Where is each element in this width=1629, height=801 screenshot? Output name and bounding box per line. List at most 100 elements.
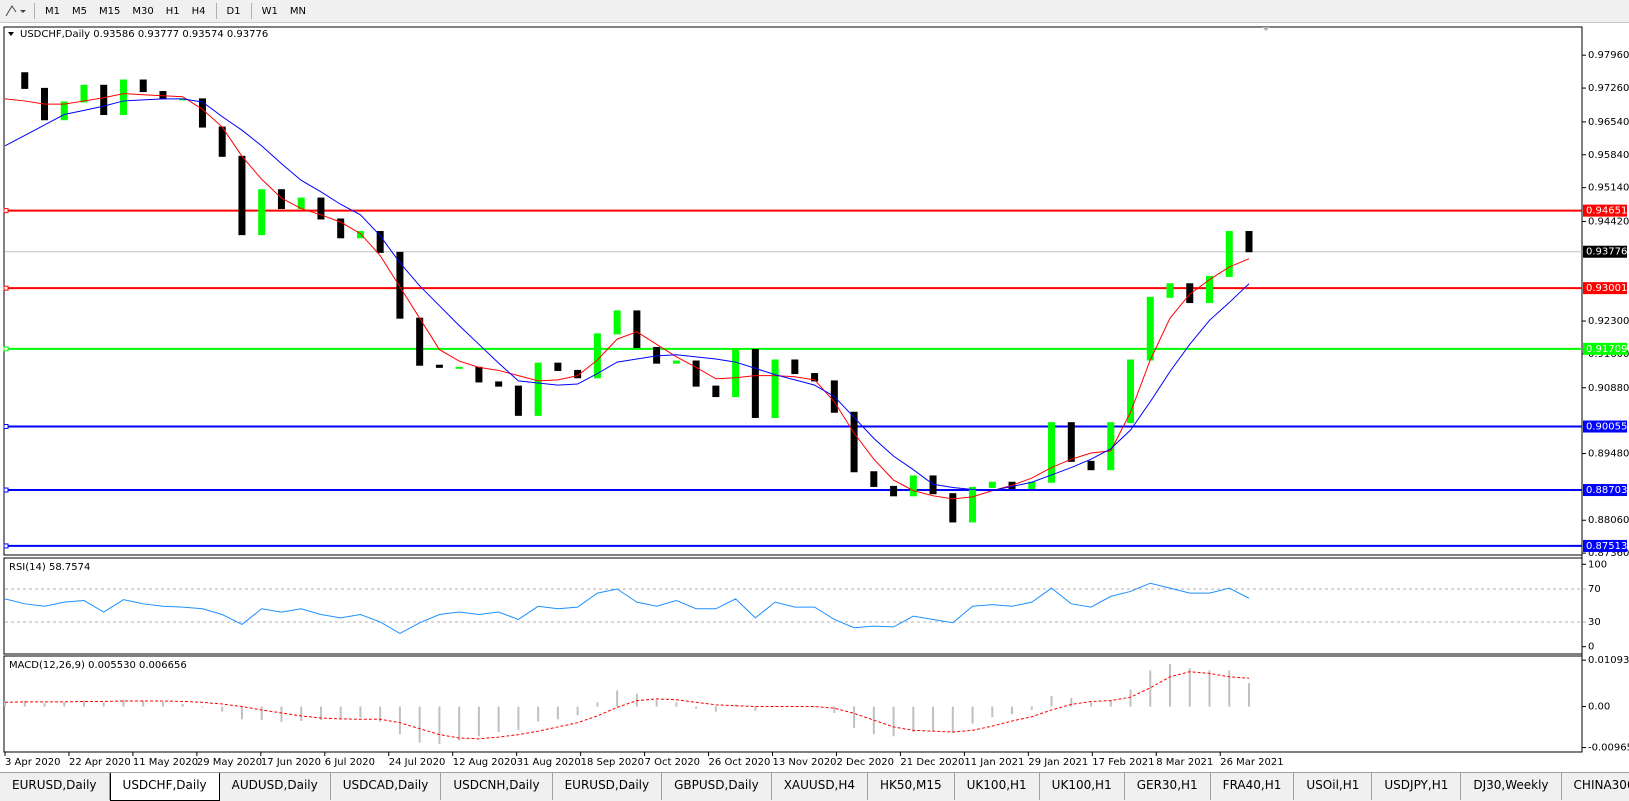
x-tick-label: 12 Aug 2020 [453, 757, 517, 768]
candle [1127, 359, 1135, 424]
macd-bar [63, 702, 66, 707]
macd-bar [793, 706, 796, 708]
x-tick-label: 18 Sep 2020 [581, 757, 644, 768]
timeframe-button[interactable]: H1 [165, 5, 180, 17]
candle [376, 231, 384, 253]
chart: USDCHF,Daily 0.93586 0.93777 0.93574 0.9… [3, 26, 1629, 768]
candle [60, 101, 68, 121]
level-label-box [1583, 204, 1627, 217]
timeframe-button[interactable]: M30 [132, 5, 154, 17]
chart-tab[interactable]: EURUSD,Daily [0, 773, 110, 800]
level-label-box [1583, 420, 1627, 433]
candle [534, 362, 542, 416]
macd-bar [912, 706, 915, 733]
candle [811, 373, 819, 382]
macd-bar [971, 706, 974, 724]
macd-bar [240, 706, 243, 720]
y-tick-label: 0.87360 [1588, 548, 1629, 559]
macd-bar [1228, 670, 1231, 707]
candle [198, 98, 206, 128]
timeframe-button[interactable]: MN [289, 5, 306, 17]
macd-bar [1129, 689, 1132, 707]
candle [416, 317, 424, 366]
timeframe-button[interactable]: D1 [226, 5, 241, 17]
x-tick-label: 17 Jun 2020 [261, 757, 321, 768]
macd-bar [221, 706, 224, 712]
candle [712, 385, 720, 398]
macd-bar [1011, 706, 1014, 715]
macd-bar [300, 706, 303, 721]
level-label: 0.90055 [1586, 422, 1627, 433]
chart-tab[interactable]: AUDUSD,Daily [220, 773, 331, 800]
chart-tab[interactable]: GBPUSD,Daily [662, 773, 772, 800]
macd-bar [1248, 683, 1250, 707]
macd-bar [497, 706, 500, 733]
separator [34, 3, 35, 19]
macd-bar [201, 706, 204, 708]
chart-tab[interactable]: USDJPY,H1 [1372, 773, 1462, 800]
macd-bar [1070, 698, 1073, 707]
macd-bar [339, 706, 342, 720]
macd-bar [714, 706, 717, 712]
candle [1146, 296, 1154, 361]
chart-tab[interactable]: USOil,H1 [1294, 773, 1373, 800]
candle [969, 486, 977, 523]
timeframe-button[interactable]: M1 [45, 5, 60, 17]
macd-bar [260, 706, 263, 721]
x-tick-label: 11 Jan 2021 [964, 757, 1024, 768]
macd-bar [438, 706, 441, 744]
chart-tab[interactable]: HK50,M15 [868, 773, 955, 800]
x-tick-label: 7 Oct 2020 [645, 757, 700, 768]
candle [988, 481, 996, 488]
candle [119, 79, 127, 116]
toolbar-icon [5, 5, 26, 17]
x-tick-label: 6 Jul 2020 [325, 757, 375, 768]
timeframe-button[interactable]: M5 [72, 5, 87, 17]
x-tick-label: 3 Apr 2020 [5, 757, 60, 768]
timeframe-button[interactable]: H4 [191, 5, 206, 17]
level-handle [3, 424, 9, 430]
level-label-box [1583, 342, 1627, 355]
timeframe-button[interactable]: M15 [99, 5, 121, 17]
macd-bar [1090, 702, 1093, 707]
candle [100, 84, 108, 116]
chart-tab[interactable]: USDCHF,Daily [109, 773, 220, 801]
chart-tab[interactable]: EURUSD,Daily [553, 773, 663, 800]
level-handle [3, 285, 9, 291]
level-label: 0.94651 [1586, 206, 1627, 217]
chart-tab[interactable]: UK100,H1 [1040, 773, 1125, 800]
macd-bar [102, 702, 105, 707]
macd-bar [754, 706, 757, 711]
last-price-box [1583, 245, 1627, 258]
candle [732, 349, 740, 398]
rsi-tick-label: 30 [1588, 617, 1601, 628]
macd-bar [1169, 664, 1172, 707]
candle [1087, 460, 1095, 471]
x-tick-label: 31 Aug 2020 [517, 757, 581, 768]
main-panel [3, 26, 1583, 556]
candle [771, 359, 779, 418]
chart-tab[interactable]: FRA40,H1 [1211, 773, 1295, 800]
title-arrow [8, 32, 14, 36]
y-tick-label: 0.88060 [1588, 515, 1629, 526]
macd-tick-label: 0.00 [1588, 702, 1610, 713]
x-tick-label: 21 Dec 2020 [900, 757, 964, 768]
chart-tab[interactable]: USDCAD,Daily [331, 773, 442, 800]
chart-tab[interactable]: CHINA300,H1 [1562, 773, 1629, 800]
candle [593, 333, 601, 379]
macd-bar [813, 706, 816, 708]
separator [250, 3, 252, 19]
x-tick-label: 17 Feb 2021 [1092, 757, 1154, 768]
chart-tab[interactable]: GER30,H1 [1125, 773, 1211, 800]
chart-tab[interactable]: DJ30,Weekly [1461, 773, 1562, 800]
macd-tick-label: 0.010933 [1588, 655, 1629, 666]
chart-tab[interactable]: UK100,H1 [955, 773, 1040, 800]
macd-bar [4, 701, 6, 707]
chart-tab[interactable]: USDCNH,Daily [441, 773, 553, 800]
timeframe-button[interactable]: W1 [261, 5, 278, 17]
macd-bar [1149, 670, 1152, 707]
macd-bar [695, 706, 698, 709]
macd-signal-line [4, 671, 1250, 740]
chart-tab[interactable]: XAUUSD,H4 [772, 773, 869, 800]
level-label: 0.87513 [1586, 541, 1627, 552]
